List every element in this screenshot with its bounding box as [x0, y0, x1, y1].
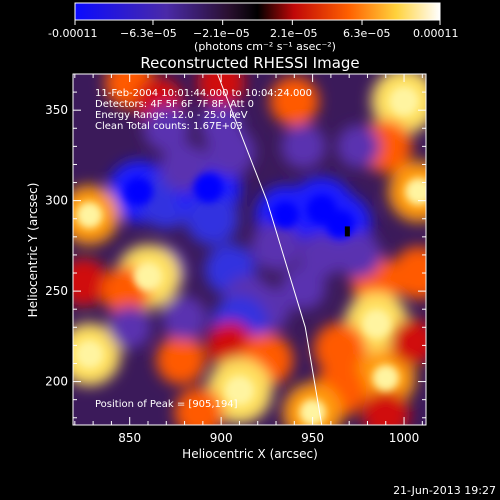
- colorbar: -0.00011 −6.3e−05 −2.1e−05 2.1e−05 6.3e−…: [48, 2, 459, 53]
- emission-core: [389, 86, 419, 116]
- negative-blob: [335, 231, 382, 278]
- emission-blob: [174, 387, 224, 425]
- negative-blob: [108, 305, 152, 349]
- emission-blob: [390, 318, 426, 365]
- colorbar-tick-label: 0.00011: [413, 27, 459, 40]
- annotation-detectors: Detectors: 4F 5F 6F 7F 8F, Att 0: [95, 99, 254, 110]
- x-tick-label: 1000: [389, 431, 420, 445]
- negative-blob: [199, 103, 243, 147]
- negative-blob: [143, 105, 190, 152]
- emission-blob: [156, 335, 206, 385]
- colorbar-units: (photons cm⁻² s⁻¹ asec⁻²): [194, 40, 336, 53]
- negative-core: [193, 173, 224, 203]
- y-tick-label: 250: [45, 284, 68, 298]
- emission-blob: [73, 258, 108, 306]
- emission-core: [372, 364, 400, 392]
- emission-core: [404, 177, 426, 206]
- x-tick-label: 850: [118, 431, 141, 445]
- negative-blob: [336, 124, 380, 168]
- y-tick-label: 350: [45, 103, 68, 117]
- emission-blob: [197, 74, 246, 107]
- annotation-energy: Energy Range: 12.0 - 25.0 keV: [95, 110, 248, 121]
- emission-core: [362, 309, 392, 339]
- negative-core: [325, 210, 355, 239]
- footer-date: 21-Jun-2013 19:27: [393, 484, 496, 497]
- emission-blob: [269, 76, 320, 126]
- x-tick-label: 900: [210, 431, 233, 445]
- plot-frame: [72, 73, 427, 426]
- axis-ticks: 850 900 950 1000 200 250 300 350: [45, 73, 426, 445]
- negative-blob: [281, 124, 326, 169]
- emission-blob: [361, 390, 410, 425]
- emission-core: [133, 262, 163, 292]
- y-tick-label: 200: [45, 375, 68, 389]
- emission-core: [299, 399, 326, 425]
- negative-blob: [281, 265, 326, 310]
- negative-blob: [162, 296, 207, 341]
- negative-blob: [251, 221, 301, 271]
- annotation-clean: Clean Total counts: 1.67E+03: [95, 121, 243, 132]
- emission-core: [76, 201, 103, 229]
- y-tick-label: 300: [45, 194, 68, 208]
- colorbar-scale: [74, 2, 441, 21]
- colorbar-tick-label: −6.3e−05: [120, 27, 177, 40]
- chart-title: Reconstructed RHESSI Image: [140, 54, 359, 72]
- colorbar-tick-label: 6.3e−05: [343, 27, 390, 40]
- colorbar-tick-label: -0.00011: [48, 27, 97, 40]
- emission-blob: [313, 322, 367, 376]
- negative-blob: [299, 232, 344, 278]
- peak-marker: [344, 226, 350, 237]
- negative-core: [124, 177, 153, 206]
- x-axis-label: Heliocentric X (arcsec): [182, 447, 318, 461]
- emission-core: [224, 375, 255, 406]
- y-axis-label: Heliocentric Y (arcsec): [26, 183, 40, 318]
- emission-core: [75, 340, 104, 369]
- negative-core: [271, 201, 299, 229]
- solar-limb-curve: [217, 74, 323, 425]
- annotation-time: 11-Feb-2004 10:01:44.000 to 10:04:24.000: [95, 88, 312, 99]
- x-tick-label: 950: [301, 431, 324, 445]
- negative-blob: [185, 192, 239, 246]
- plot-area: 850 900 950 1000 200 250 300 350: [45, 73, 427, 445]
- colorbar-tick-label: 2.1e−05: [270, 27, 317, 40]
- annotation-peak: Position of Peak = [905,194]: [95, 399, 238, 410]
- emission-blob: [392, 246, 426, 300]
- colorbar-tick-label: −2.1e−05: [193, 27, 250, 40]
